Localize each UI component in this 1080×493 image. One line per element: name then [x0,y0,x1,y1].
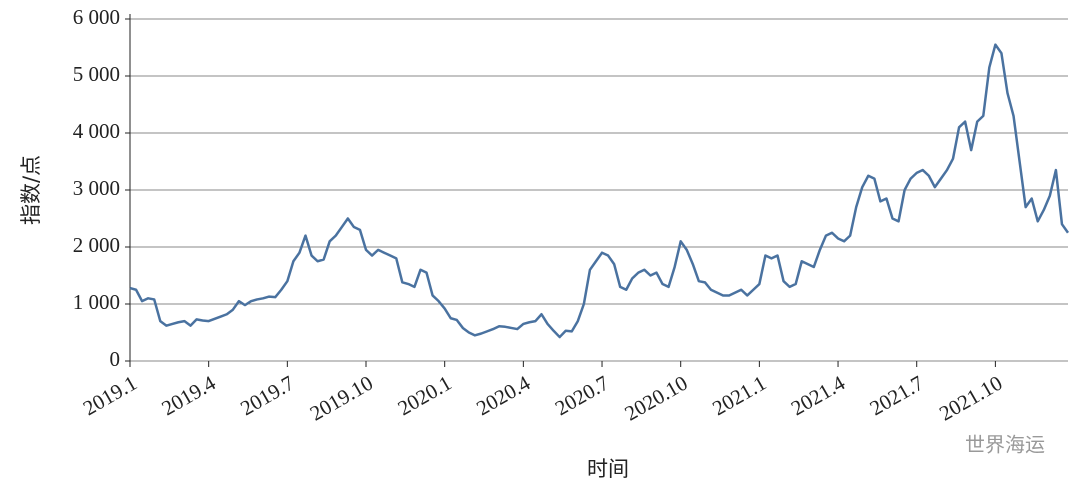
y-tick-label: 2 000 [73,233,120,257]
x-tick-label: 2019.1 [79,371,141,421]
x-tick-label: 2020.4 [472,370,534,420]
x-tick-label: 2020.7 [551,371,613,421]
x-tick-label: 2020.1 [394,371,456,421]
x-tick-label: 2021.7 [866,371,928,421]
x-tick-label: 2019.4 [158,370,220,420]
x-tick-label: 2019.10 [306,371,377,426]
y-tick-label: 6 000 [73,5,120,29]
y-axis-label: 指数/点 [19,155,43,225]
y-tick-label: 3 000 [73,176,120,200]
x-tick-label: 2020.10 [620,371,691,426]
x-axis-label: 时间 [587,457,629,481]
x-tick-label: 2021.10 [935,371,1006,426]
x-tick-label: 2021.4 [787,370,849,420]
y-tick-label: 4 000 [73,119,120,143]
y-tick-label: 0 [110,347,121,371]
x-tick-label: 2019.7 [236,371,298,421]
data-line [129,43,1070,339]
y-tick-label: 1 000 [73,290,120,314]
y-tick-label: 5 000 [73,62,120,86]
x-tick-label: 2021.1 [708,371,770,421]
watermark: 世界海运 [965,433,1045,457]
